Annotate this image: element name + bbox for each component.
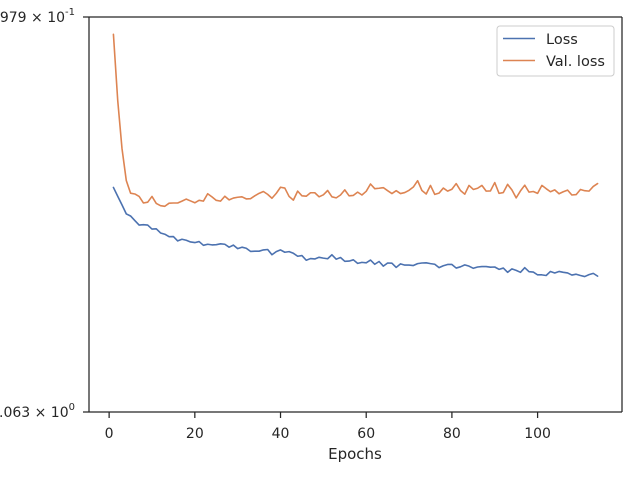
series-line-val-loss <box>112 33 599 208</box>
x-axis-label: Epochs <box>328 445 382 463</box>
x-tick-label: 40 <box>272 426 290 442</box>
x-tick-label: 60 <box>357 426 375 442</box>
series-lines <box>112 33 599 278</box>
y-tick-label: 9.063 × 100 <box>0 402 75 421</box>
x-tick-label: 0 <box>105 426 114 442</box>
x-tick-label: 80 <box>443 426 461 442</box>
x-tick-label: 20 <box>186 426 204 442</box>
series-line-loss <box>112 186 599 278</box>
legend-label-loss: Loss <box>546 32 578 48</box>
legend-label-val-loss: Val. loss <box>546 54 605 70</box>
legend: Loss Val. loss <box>496 25 615 77</box>
x-tick-label: 100 <box>524 426 551 442</box>
